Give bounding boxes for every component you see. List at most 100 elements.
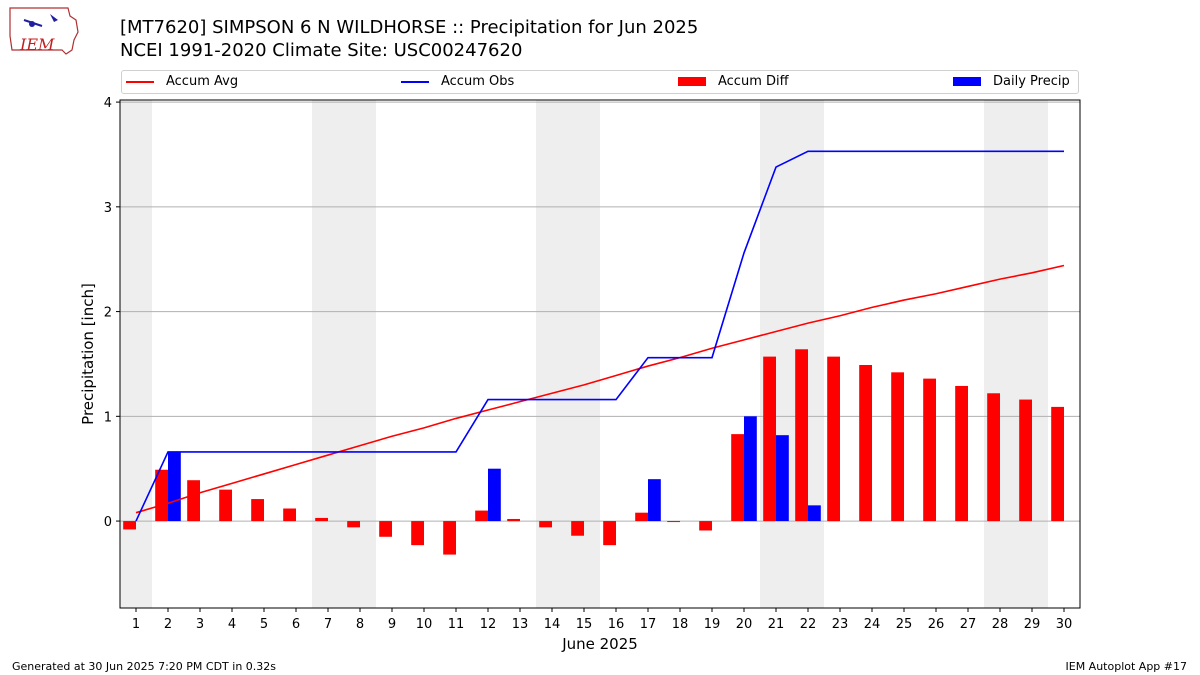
weekend-band bbox=[344, 100, 376, 608]
daily-precip-bar bbox=[488, 468, 501, 522]
y-tick-label: 3 bbox=[104, 201, 112, 216]
accum-avg-line bbox=[135, 264, 1065, 514]
accum-diff-bar bbox=[859, 364, 872, 522]
x-tick-label: 26 bbox=[928, 617, 945, 632]
accum-diff-bar bbox=[699, 521, 712, 531]
accum-diff-bar bbox=[315, 517, 328, 522]
accum-diff-bar bbox=[827, 356, 840, 522]
weekend-band bbox=[1016, 100, 1048, 608]
y-tick-label: 2 bbox=[104, 306, 112, 321]
x-tick-label: 2 bbox=[164, 617, 172, 632]
accum-diff-bar bbox=[603, 521, 616, 546]
x-tick-label: 10 bbox=[416, 617, 433, 632]
footer-generated: Generated at 30 Jun 2025 7:20 PM CDT in … bbox=[12, 660, 277, 673]
legend-label-accum-obs: Accum Obs bbox=[441, 74, 515, 89]
iem-logo: IEM bbox=[9, 7, 79, 55]
accum-diff-bar bbox=[411, 521, 424, 546]
legend-swatch-accum-diff bbox=[678, 77, 706, 86]
weekend-band bbox=[984, 100, 1016, 608]
accum-obs-line bbox=[135, 150, 1064, 522]
daily-precip-bar bbox=[744, 416, 757, 522]
x-tick-label: 12 bbox=[480, 617, 497, 632]
legend-label-accum-avg: Accum Avg bbox=[166, 74, 239, 89]
plot-frame bbox=[119, 99, 1081, 609]
x-tick-label: 18 bbox=[672, 617, 689, 632]
x-tick-label: 25 bbox=[896, 617, 913, 632]
accum-diff-bar bbox=[795, 349, 808, 522]
weekend-band bbox=[760, 100, 792, 608]
legend-swatch-daily-precip bbox=[953, 77, 981, 86]
accum-diff-bar bbox=[283, 508, 296, 522]
accum-diff-bar bbox=[667, 521, 680, 523]
logo-text: IEM bbox=[19, 35, 55, 54]
x-tick-label: 4 bbox=[228, 617, 236, 632]
x-tick-label: 16 bbox=[608, 617, 625, 632]
legend-swatch-accum-avg bbox=[126, 80, 154, 83]
accum-diff-bar bbox=[635, 512, 648, 522]
x-tick-label: 20 bbox=[736, 617, 753, 632]
x-tick-label: 30 bbox=[1056, 617, 1073, 632]
weekend-band bbox=[536, 100, 568, 608]
legend-swatch-accum-obs bbox=[401, 80, 429, 83]
accum-diff-bar bbox=[571, 521, 584, 536]
accum-diff-bar bbox=[155, 469, 168, 522]
x-tick-label: 3 bbox=[196, 617, 204, 632]
accum-diff-bar bbox=[539, 521, 552, 528]
daily-precip-bar bbox=[776, 435, 789, 522]
accum-diff-bar bbox=[1051, 406, 1064, 522]
x-tick-label: 29 bbox=[1024, 617, 1041, 632]
x-tick-label: 15 bbox=[576, 617, 593, 632]
x-tick-label: 22 bbox=[800, 617, 817, 632]
x-tick-label: 14 bbox=[544, 617, 561, 632]
x-tick-label: 1 bbox=[132, 617, 140, 632]
chart-subtitle: NCEI 1991-2020 Climate Site: USC00247620 bbox=[120, 40, 523, 61]
x-tick-label: 5 bbox=[260, 617, 268, 632]
x-tick-label: 13 bbox=[512, 617, 529, 632]
weekend-band bbox=[120, 100, 152, 608]
x-tick-label: 23 bbox=[832, 617, 849, 632]
accum-diff-bar bbox=[1019, 399, 1032, 522]
legend-item-accum-obs: Accum Obs bbox=[401, 74, 514, 89]
accum-diff-bar bbox=[443, 521, 456, 555]
x-axis-label: June 2025 bbox=[561, 635, 638, 653]
accum-diff-bar bbox=[923, 378, 936, 522]
x-tick-label: 27 bbox=[960, 617, 977, 632]
accum-diff-bar bbox=[507, 518, 520, 522]
x-tick-label: 8 bbox=[356, 617, 364, 632]
accum-diff-bar bbox=[763, 356, 776, 522]
x-tick-label: 11 bbox=[448, 617, 465, 632]
accum-diff-bar bbox=[123, 521, 136, 530]
y-tick-label: 0 bbox=[104, 515, 112, 530]
y-axis-label: Precipitation [inch] bbox=[79, 283, 97, 425]
accum-diff-bar bbox=[347, 521, 360, 528]
daily-precip-bar bbox=[648, 479, 661, 522]
legend: Accum Avg Accum Obs Accum Diff Daily Pre… bbox=[121, 70, 1079, 94]
footer-app: IEM Autoplot App #17 bbox=[1065, 660, 1188, 673]
accum-diff-bar bbox=[187, 480, 200, 522]
accum-diff-bar bbox=[475, 510, 488, 522]
accum-diff-bar bbox=[955, 385, 968, 522]
x-tick-label: 17 bbox=[640, 617, 657, 632]
x-tick-label: 6 bbox=[292, 617, 300, 632]
legend-item-accum-diff: Accum Diff bbox=[678, 74, 789, 89]
x-tick-label: 7 bbox=[324, 617, 332, 632]
legend-label-daily-precip: Daily Precip bbox=[993, 74, 1070, 89]
y-tick-label: 1 bbox=[104, 410, 112, 425]
chart-title: [MT7620] SIMPSON 6 N WILDHORSE :: Precip… bbox=[120, 17, 699, 38]
accum-diff-bar bbox=[731, 434, 744, 522]
weekend-band bbox=[312, 100, 344, 608]
x-tick-label: 9 bbox=[388, 617, 396, 632]
legend-item-accum-avg: Accum Avg bbox=[126, 74, 238, 89]
accum-diff-bar bbox=[251, 499, 264, 522]
accum-diff-bar bbox=[891, 372, 904, 522]
daily-precip-bar bbox=[168, 451, 181, 522]
y-tick-label: 4 bbox=[104, 96, 112, 111]
x-tick-label: 21 bbox=[768, 617, 785, 632]
legend-label-accum-diff: Accum Diff bbox=[718, 74, 789, 89]
x-tick-label: 24 bbox=[864, 617, 881, 632]
daily-precip-bar bbox=[808, 505, 821, 522]
accum-diff-bar bbox=[987, 393, 1000, 522]
legend-item-daily-precip: Daily Precip bbox=[953, 74, 1070, 89]
x-tick-label: 28 bbox=[992, 617, 1009, 632]
